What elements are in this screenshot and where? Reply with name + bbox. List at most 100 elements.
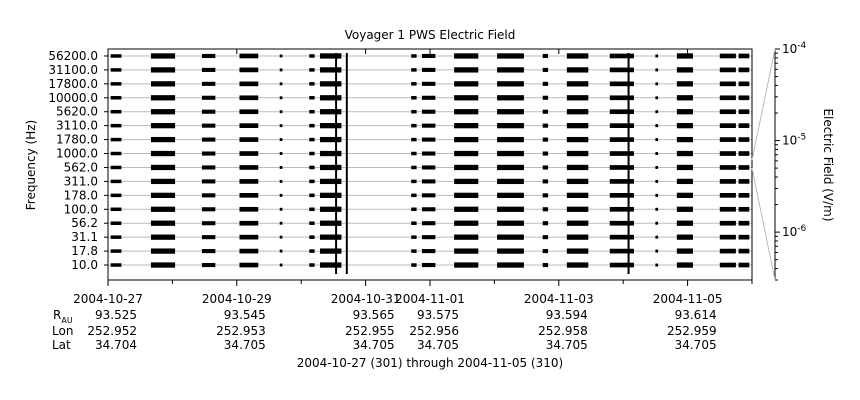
- data-segment-9-ch-10: [454, 123, 479, 129]
- data-segment-4-ch-3: [279, 221, 283, 225]
- data-segment-15-ch-7: [676, 164, 693, 171]
- data-segment-11-ch-5: [542, 193, 549, 198]
- data-segment-8-ch-10: [421, 123, 436, 128]
- data-segment-15-ch-0: [676, 262, 693, 268]
- data-segment-3-ch-13: [239, 81, 259, 87]
- y-tick-label: 5620.0: [56, 105, 98, 119]
- data-segment-2-ch-7: [201, 165, 216, 170]
- data-segment-5-ch-13: [309, 82, 315, 86]
- data-segment-3-ch-11: [239, 109, 259, 115]
- data-segment-9-ch-4: [454, 206, 479, 212]
- data-segment-8-ch-15: [421, 53, 436, 59]
- data-segment-16-ch-14: [719, 67, 736, 73]
- data-segment-6-ch-6: [319, 178, 342, 185]
- colorbar-tick-exponent: -5: [797, 133, 806, 143]
- colorbar-tick-label: 10-6: [782, 224, 807, 239]
- ephemeris-lat: 34.705: [224, 338, 266, 352]
- data-segment-5-ch-8: [309, 151, 315, 156]
- data-segment-10-ch-2: [497, 234, 524, 240]
- y-tick-label: 10.0: [71, 258, 98, 272]
- x-tick-label: 2004-11-03: [524, 292, 594, 306]
- data-segment-0-ch-8: [110, 151, 122, 156]
- data-segment-7-ch-12: [411, 96, 417, 100]
- data-segment-16-ch-10: [719, 123, 736, 128]
- data-segment-10-ch-12: [497, 95, 524, 101]
- y-tick-label: 17800.0: [48, 77, 98, 91]
- ephemeris-lon: 252.952: [87, 324, 137, 338]
- data-segment-13-ch-12: [609, 95, 634, 101]
- data-segment-4-ch-7: [279, 166, 283, 169]
- data-segment-15-ch-12: [676, 95, 693, 101]
- data-segment-4-ch-8: [279, 152, 283, 155]
- y-tick-label: 1780.0: [56, 133, 98, 147]
- data-segment-9-ch-0: [454, 262, 479, 268]
- data-segment-0-ch-9: [110, 137, 122, 142]
- data-segment-17-ch-10: [738, 123, 750, 128]
- data-segment-4-ch-0: [279, 263, 283, 267]
- colorbar: 10-4 10-5 10-6: [751, 41, 807, 281]
- data-segment-17-ch-15: [738, 53, 750, 59]
- data-segment-11-ch-15: [542, 53, 549, 59]
- data-segment-2-ch-14: [201, 67, 216, 72]
- data-segment-10-ch-8: [497, 150, 524, 157]
- data-segment-16-ch-5: [719, 193, 736, 198]
- data-segment-9-ch-1: [454, 248, 479, 254]
- data-segment-13-ch-7: [609, 165, 634, 170]
- data-segment-9-ch-5: [454, 192, 479, 198]
- data-segment-6-ch-11: [319, 109, 342, 115]
- data-segment-6-ch-5: [319, 192, 342, 198]
- data-segment-17-ch-1: [738, 248, 750, 254]
- data-segment-2-ch-2: [201, 235, 216, 240]
- data-segment-5-ch-2: [309, 235, 315, 239]
- data-segment-6-ch-2: [319, 234, 342, 240]
- data-segment-17-ch-6: [738, 179, 750, 184]
- data-segment-6-ch-7: [319, 164, 342, 171]
- data-segment-8-ch-8: [421, 151, 436, 156]
- data-segment-16-ch-7: [719, 165, 736, 170]
- data-segment-7-ch-15: [411, 54, 417, 58]
- data-segment-4-ch-2: [279, 235, 283, 239]
- data-segment-13-ch-0: [609, 262, 634, 268]
- data-segment-4-ch-9: [279, 138, 283, 142]
- data-segment-3-ch-15: [239, 53, 259, 59]
- data-segment-3-ch-0: [239, 262, 259, 268]
- data-segment-6-ch-8: [319, 150, 342, 157]
- data-segment-1-ch-5: [150, 192, 176, 198]
- data-segment-11-ch-8: [542, 151, 549, 156]
- data-segment-15-ch-9: [676, 136, 693, 143]
- data-segment-8-ch-11: [421, 109, 436, 114]
- data-segment-5-ch-15: [309, 54, 315, 58]
- data-segment-17-ch-0: [738, 262, 750, 268]
- ephemeris-lat: 34.705: [675, 338, 717, 352]
- data-segment-3-ch-8: [239, 151, 259, 156]
- ephemeris-rau: 93.575: [417, 308, 459, 322]
- colorbar-connector: [751, 48, 776, 161]
- data-segment-11-ch-3: [542, 221, 549, 226]
- data-segment-7-ch-0: [411, 263, 417, 267]
- row-label-lat: Lat: [52, 338, 71, 352]
- data-segment-3-ch-14: [239, 67, 259, 73]
- data-segment-1-ch-14: [150, 67, 176, 73]
- y-tick-label: 31100.0: [48, 63, 98, 77]
- data-segment-10-ch-9: [497, 136, 524, 143]
- data-segment-14-ch-15: [655, 54, 659, 58]
- data-segment-0-ch-4: [110, 207, 122, 212]
- data-segment-7-ch-8: [411, 151, 417, 156]
- data-segment-2-ch-11: [201, 109, 216, 114]
- data-segment-14-ch-2: [655, 235, 659, 239]
- data-segment-2-ch-8: [201, 151, 216, 156]
- ephemeris-lon: 252.955: [345, 324, 395, 338]
- data-segment-6-ch-15: [319, 53, 342, 59]
- data-segment-13-ch-10: [609, 123, 634, 128]
- data-segment-11-ch-12: [542, 95, 549, 100]
- data-segment-2-ch-4: [201, 207, 216, 212]
- colorbar-tick-label: 10-5: [782, 133, 806, 148]
- data-segment-0-ch-13: [110, 82, 122, 86]
- data-segment-6-ch-1: [319, 248, 342, 254]
- data-segment-1-ch-3: [150, 220, 176, 226]
- data-segment-15-ch-15: [676, 53, 693, 59]
- data-segment-11-ch-14: [542, 67, 549, 72]
- data-segment-13-ch-5: [609, 193, 634, 198]
- data-segment-15-ch-14: [676, 67, 693, 73]
- data-segment-0-ch-14: [110, 68, 122, 72]
